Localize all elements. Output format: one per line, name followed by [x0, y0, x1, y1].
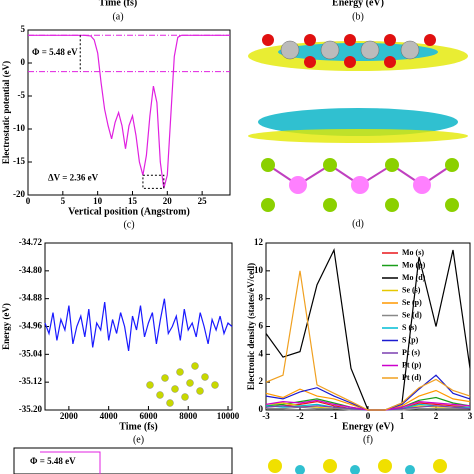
legend-label: Mo (s)	[402, 248, 424, 257]
legend-label: Pt (s)	[402, 348, 420, 357]
legend-label: Se (s)	[402, 285, 421, 294]
panel-label: (b)	[352, 11, 364, 22]
x-tick-label: -1	[330, 411, 338, 421]
plot-frame	[27, 29, 231, 196]
series-line	[265, 270, 471, 411]
y-tick-label: -10	[13, 123, 25, 133]
panel-label: (f)	[363, 434, 373, 445]
fragment-xlabel: Energy (eV)	[332, 0, 384, 8]
y-tick-label: 0	[259, 404, 264, 414]
x-tick-label: 1	[400, 411, 405, 421]
inset-atom	[171, 385, 179, 393]
x-tick-label: 10000	[217, 411, 240, 421]
panel-label: (d)	[352, 218, 364, 229]
y-tick-label: -34.96	[19, 321, 43, 331]
inset-atom	[166, 399, 174, 407]
y-tick-label: 6	[259, 321, 264, 331]
partial-annotation: Φ = 5.48 eV	[30, 456, 76, 466]
inset-atom	[176, 368, 184, 376]
inset-atom	[161, 374, 169, 382]
y-axis-label: Electronic density (states/eV/cell)	[246, 263, 256, 390]
inset-atom	[146, 381, 154, 389]
y-tick-label: -34.80	[19, 265, 43, 275]
fragment-xlabel: Time (fs)	[99, 0, 137, 8]
inset-atom	[211, 381, 219, 389]
partial-structure	[268, 459, 447, 474]
x-axis-label: Energy (eV)	[342, 421, 394, 432]
panel-label: (e)	[133, 434, 144, 445]
x-axis-label: Time (fs)	[119, 421, 157, 432]
x-tick-label: 25	[198, 196, 208, 206]
data-line	[44, 298, 233, 351]
x-tick-label: 2	[434, 411, 439, 421]
y-tick-label: 2	[259, 376, 264, 386]
annotation: Φ = 5.48 eV	[32, 47, 78, 57]
y-axis-label: Electrostatic potential (eV)	[1, 61, 11, 164]
x-tick-label: 8000	[179, 411, 198, 421]
inset-atom	[181, 393, 189, 401]
structure-image	[243, 26, 474, 214]
partial-frame	[13, 447, 233, 474]
y-tick-label: -35.20	[19, 404, 43, 414]
y-tick-label: 8	[259, 293, 264, 303]
plot-frame	[265, 242, 471, 411]
legend-label: Se (d)	[402, 310, 422, 319]
inset-atom	[196, 387, 204, 395]
y-tick-label: -35.12	[19, 376, 43, 386]
x-tick-label: 15	[128, 196, 138, 206]
x-tick-label: -2	[296, 411, 304, 421]
x-tick-label: -3	[262, 411, 270, 421]
y-tick-label: -20	[13, 189, 25, 199]
x-tick-label: 0	[366, 411, 371, 421]
y-tick-label: 10	[254, 265, 264, 275]
partial-curve	[40, 451, 101, 474]
y-tick-label: 12	[254, 237, 264, 247]
y-tick-label: -34.72	[19, 237, 43, 247]
data-line	[28, 34, 230, 189]
inset-atom	[186, 379, 194, 387]
inset-atom	[191, 362, 199, 370]
x-tick-label: 4000	[100, 411, 119, 421]
x-tick-label: 20	[163, 196, 173, 206]
y-tick-label: -35.04	[19, 348, 43, 358]
y-tick-label: 0	[21, 57, 26, 67]
panel-label: (a)	[112, 11, 123, 22]
x-tick-label: 2000	[60, 411, 79, 421]
x-tick-label: 3	[468, 411, 473, 421]
inset-structure	[146, 362, 219, 407]
y-tick-label: -5	[18, 90, 26, 100]
annotation: ΔV = 2.36 eV	[48, 173, 99, 183]
y-tick-label: 4	[259, 348, 264, 358]
x-tick-label: 5	[61, 196, 66, 206]
legend-label: Mo (d)	[402, 273, 426, 282]
inset-atom	[156, 391, 164, 399]
annotation-box	[142, 174, 165, 189]
legend-label: Pt (p)	[402, 360, 422, 369]
legend-label: Se (p)	[402, 298, 422, 307]
legend-label: S (s)	[402, 323, 417, 332]
x-axis-label: Vertical position (Angstrom)	[68, 206, 190, 217]
y-tick-label: -34.88	[19, 293, 43, 303]
x-tick-label: 10	[93, 196, 103, 206]
panel-label: (c)	[123, 219, 134, 230]
x-tick-label: 6000	[139, 411, 158, 421]
series-line	[265, 247, 471, 411]
inset-atom	[201, 373, 209, 381]
legend-label: S (p)	[402, 335, 419, 344]
legend-label: Pt (d)	[402, 373, 422, 382]
y-tick-label: 5	[21, 24, 26, 34]
x-tick-label: 0	[26, 196, 31, 206]
legend-label: Mo (p)	[402, 260, 426, 269]
y-tick-label: -15	[13, 156, 25, 166]
y-axis-label: Energy (eV)	[1, 303, 11, 350]
